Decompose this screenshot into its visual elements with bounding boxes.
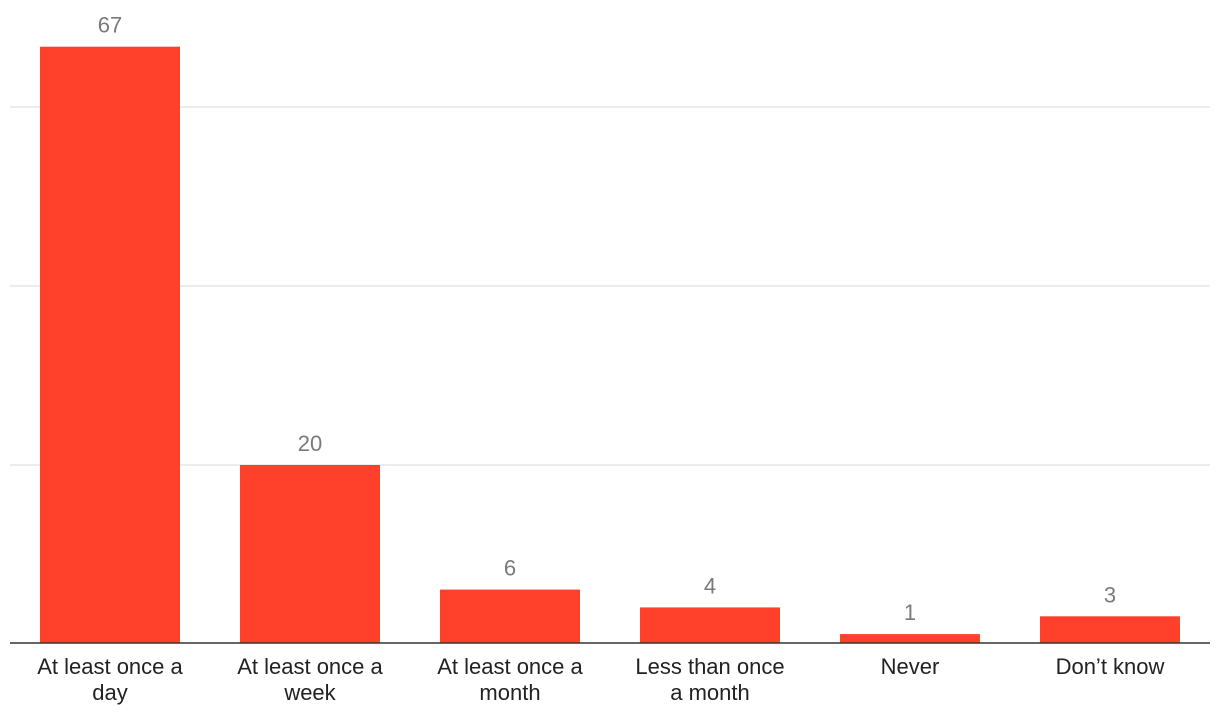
- gridlines: [10, 106, 1210, 466]
- data-label-5: 3: [1104, 582, 1116, 607]
- category-label-5: Don’t know: [1056, 654, 1165, 679]
- bars: [40, 46, 1180, 643]
- data-label-0: 67: [98, 13, 122, 38]
- bar-1: [240, 465, 380, 643]
- bar-4: [840, 634, 980, 643]
- category-label-3-line-1: a month: [670, 680, 750, 705]
- category-label-2-line-1: month: [479, 680, 540, 705]
- category-label-1-line-0: At least once a: [237, 654, 383, 679]
- category-label-2: At least once a month: [437, 654, 583, 705]
- data-label-1: 20: [298, 431, 322, 456]
- category-label-3: Less than once a month: [635, 654, 784, 705]
- category-label-0-line-0: At least once a: [37, 654, 183, 679]
- category-label-4: Never: [881, 654, 940, 679]
- category-label-1: At least once a week: [237, 654, 383, 705]
- category-label-0: At least once a day: [37, 654, 183, 705]
- category-label-1-line-1: week: [283, 680, 336, 705]
- category-label-3-line-0: Less than once: [635, 654, 784, 679]
- category-label-5-line-0: Don’t know: [1056, 654, 1165, 679]
- bar-5: [1040, 616, 1180, 643]
- bar-0: [40, 46, 180, 643]
- data-label-4: 1: [904, 600, 916, 625]
- value-labels: 67 20 6 4 1 3: [98, 13, 1116, 625]
- bar-2: [440, 589, 580, 643]
- data-label-2: 6: [504, 556, 516, 581]
- category-label-0-line-1: day: [92, 680, 127, 705]
- bar-3: [640, 607, 780, 643]
- category-label-2-line-0: At least once a: [437, 654, 583, 679]
- category-label-4-line-0: Never: [881, 654, 940, 679]
- data-label-3: 4: [704, 573, 716, 598]
